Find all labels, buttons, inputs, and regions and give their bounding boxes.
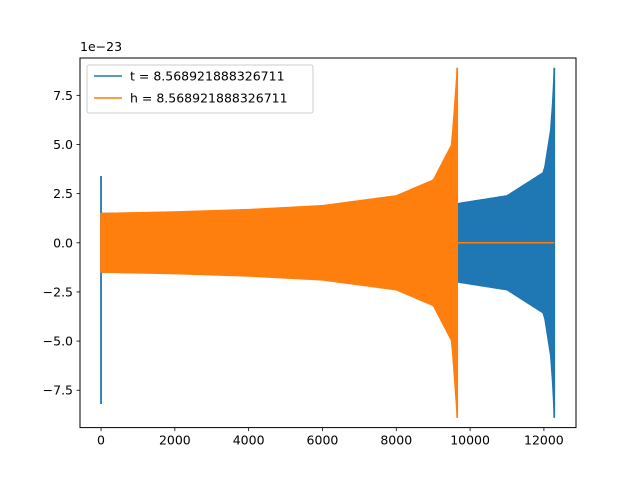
plot-series bbox=[100, 67, 556, 418]
y-offset-text: 1e−23 bbox=[80, 39, 122, 54]
x-tick-label: 12000 bbox=[524, 433, 564, 448]
legend-label-series-1: t = 8.568921888326711 bbox=[130, 69, 285, 84]
y-tick-label: 5.0 bbox=[53, 137, 73, 152]
y-tick-label: −2.5 bbox=[43, 284, 73, 299]
legend-label-series-2: h = 8.568921888326711 bbox=[130, 91, 288, 106]
y-tick-label: −7.5 bbox=[43, 383, 73, 398]
legend: t = 8.568921888326711 h = 8.568921888326… bbox=[86, 64, 314, 114]
y-tick-label: 7.5 bbox=[53, 88, 73, 103]
y-axis: −7.5 −5.0 −2.5 0.0 2.5 5.0 7.5 bbox=[43, 88, 80, 398]
x-axis: 0 2000 4000 6000 8000 10000 12000 bbox=[97, 427, 564, 448]
y-tick-label: −5.0 bbox=[43, 334, 73, 349]
x-tick-label: 2000 bbox=[159, 433, 191, 448]
x-tick-label: 0 bbox=[97, 433, 105, 448]
x-tick-label: 8000 bbox=[380, 433, 412, 448]
x-tick-label: 6000 bbox=[307, 433, 339, 448]
x-tick-label: 10000 bbox=[450, 433, 490, 448]
y-tick-label: 0.0 bbox=[53, 235, 73, 250]
series-2 bbox=[100, 67, 555, 418]
legend-box bbox=[86, 64, 314, 114]
y-tick-label: 2.5 bbox=[53, 186, 73, 201]
x-tick-label: 4000 bbox=[233, 433, 265, 448]
